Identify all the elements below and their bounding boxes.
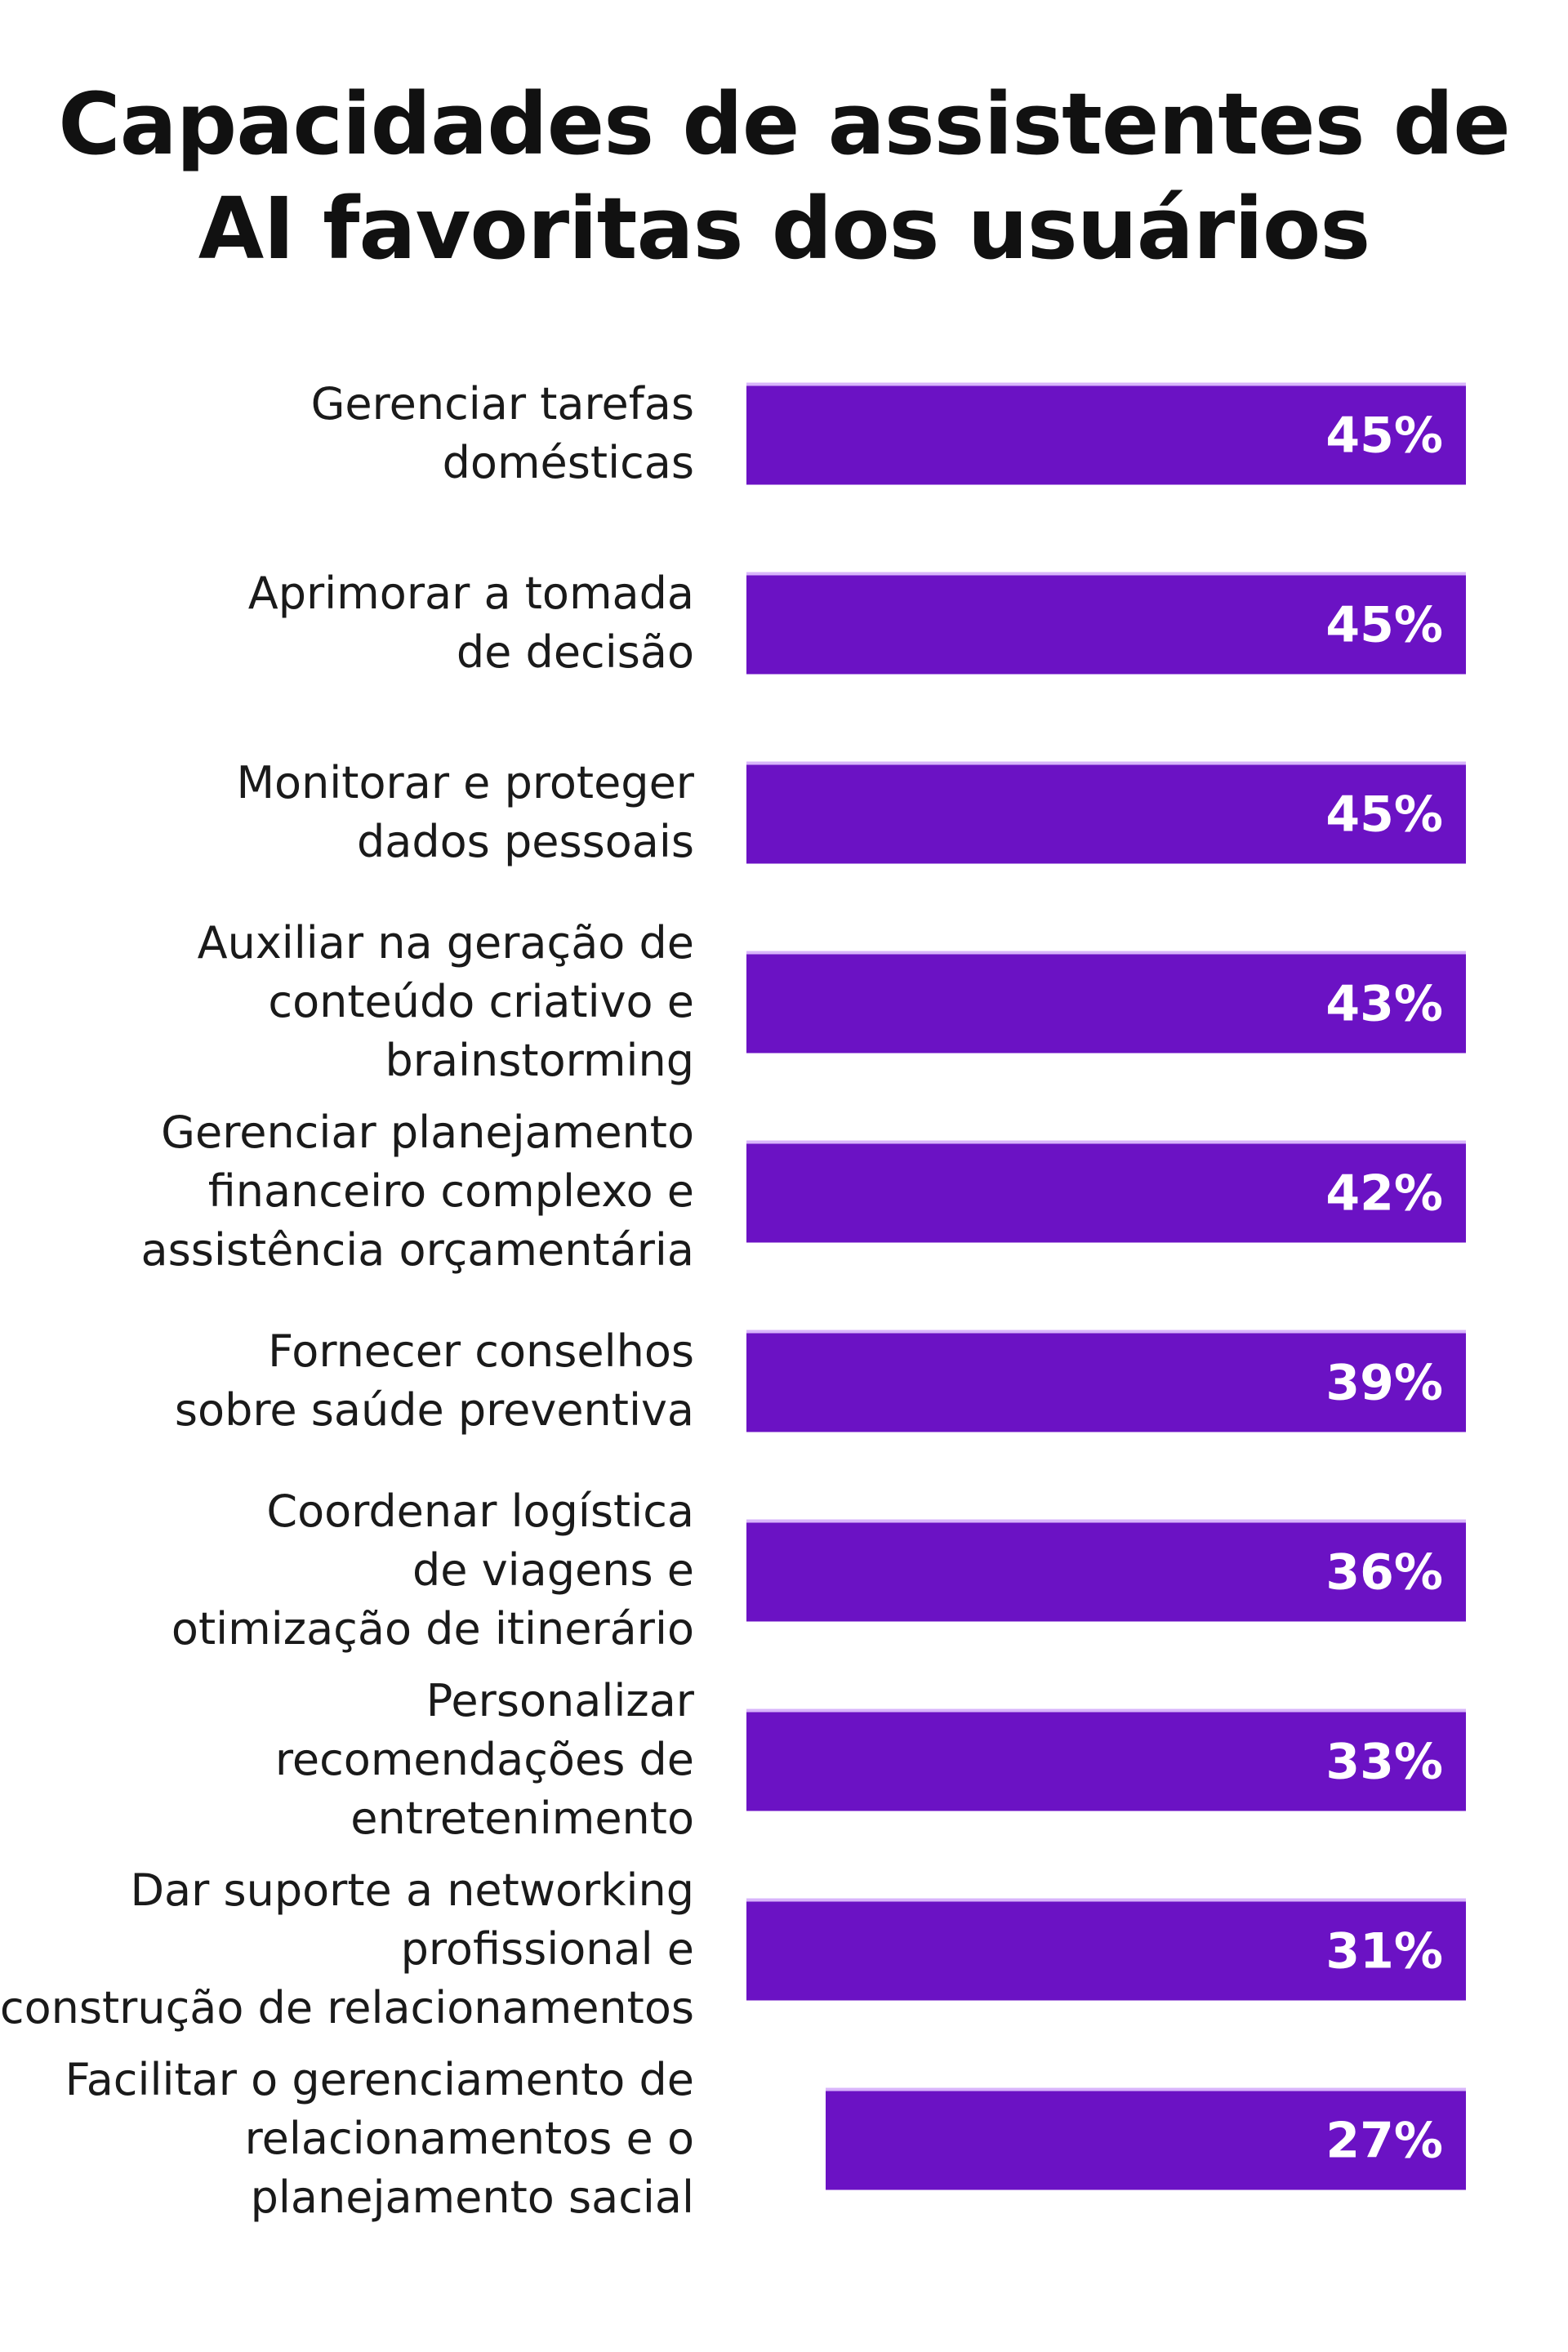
category-label-line: de viagens e (412, 1544, 694, 1596)
bar: 36% (746, 1519, 1466, 1622)
bar: 27% (825, 2087, 1466, 2190)
value-label: 27% (1325, 2112, 1443, 2169)
bar: 33% (746, 1708, 1466, 1811)
category-label: Gerenciar tarefas domésticas (311, 375, 694, 492)
category-label-line: Personalizar (425, 1675, 694, 1726)
category-label: Aprimorar a tomada de decisão (248, 564, 694, 682)
category-label-line: Facilitar o gerenciamento de (65, 2054, 694, 2105)
chart-title-line-2: AI favoritas dos usuários (198, 179, 1370, 278)
value-label: 45% (1325, 407, 1443, 464)
category-label-line: domésticas (442, 437, 694, 488)
category-label-line: dados pessoais (356, 816, 694, 867)
category-label-line: Auxiliar na geração de (197, 917, 694, 969)
category-label-line: profissional e (400, 1923, 694, 1975)
value-label: 39% (1325, 1354, 1443, 1411)
bar: 42% (746, 1140, 1466, 1243)
bar: 43% (746, 951, 1466, 1054)
category-label-line: Monitorar e proteger (236, 757, 694, 808)
category-label-line: sobre saúde preventiva (174, 1384, 694, 1436)
category-label-line: relacionamentos e o (244, 2113, 694, 2164)
category-label: Monitorar e proteger dados pessoais (236, 754, 694, 871)
value-label: 42% (1325, 1165, 1443, 1222)
category-label: Dar suporte a networking profissional e co… (0, 1861, 694, 2038)
value-label: 33% (1325, 1733, 1443, 1790)
value-label: 36% (1325, 1544, 1443, 1601)
category-label-line: financeiro complexo e (207, 1165, 694, 1217)
category-label-line: Gerenciar planejamento (161, 1107, 694, 1158)
bar: 45% (746, 572, 1466, 675)
value-label: 43% (1325, 975, 1443, 1032)
category-label-line: Coordenar logística (266, 1486, 694, 1537)
value-label: 31% (1325, 1922, 1443, 1980)
category-label-line: construção de relacionamentos (0, 1982, 694, 2034)
chart-title-line-1: Capacidades de assistentes de (58, 74, 1511, 174)
category-label-line: otimização de itinerário (171, 1603, 694, 1655)
category-label-line: entretenimento (350, 1793, 694, 1844)
category-label: Fornecer conselhos sobre saúde preventiva (175, 1322, 694, 1440)
category-label-line: recomendações de (274, 1734, 694, 1785)
category-label-line: de decisão (456, 626, 694, 678)
category-label-line: assistência orçamentária (140, 1224, 694, 1276)
chart-title: Capacidades de assistentes de AI favorit… (0, 72, 1568, 281)
category-label-line: Gerenciar tarefas (310, 378, 694, 430)
bar: 45% (746, 761, 1466, 864)
category-label-line: Fornecer conselhos (268, 1325, 694, 1377)
category-label-line: brainstorming (385, 1035, 694, 1086)
category-label: Coordenar logística de viagens e otimizaçã… (172, 1482, 694, 1659)
category-label-line: planejamento sacial (250, 2172, 694, 2223)
bar: 45% (746, 382, 1466, 485)
category-label: Personalizar recomendações de entretenimen… (275, 1672, 694, 1848)
value-label: 45% (1325, 596, 1443, 653)
category-label-line: Aprimorar a tomada (247, 568, 694, 619)
category-label: Facilitar o gerenciamento de relacionamen… (65, 2051, 694, 2227)
category-label-line: conteúdo criativo e (268, 976, 694, 1027)
value-label: 45% (1325, 786, 1443, 843)
category-label: Gerenciar planejamento financeiro complex… (140, 1103, 694, 1280)
bar: 31% (746, 1898, 1466, 2001)
category-label-line: Dar suporte a networking (130, 1864, 694, 1916)
category-label: Auxiliar na geração de conteúdo criativo … (198, 914, 694, 1090)
bar: 39% (746, 1330, 1466, 1432)
